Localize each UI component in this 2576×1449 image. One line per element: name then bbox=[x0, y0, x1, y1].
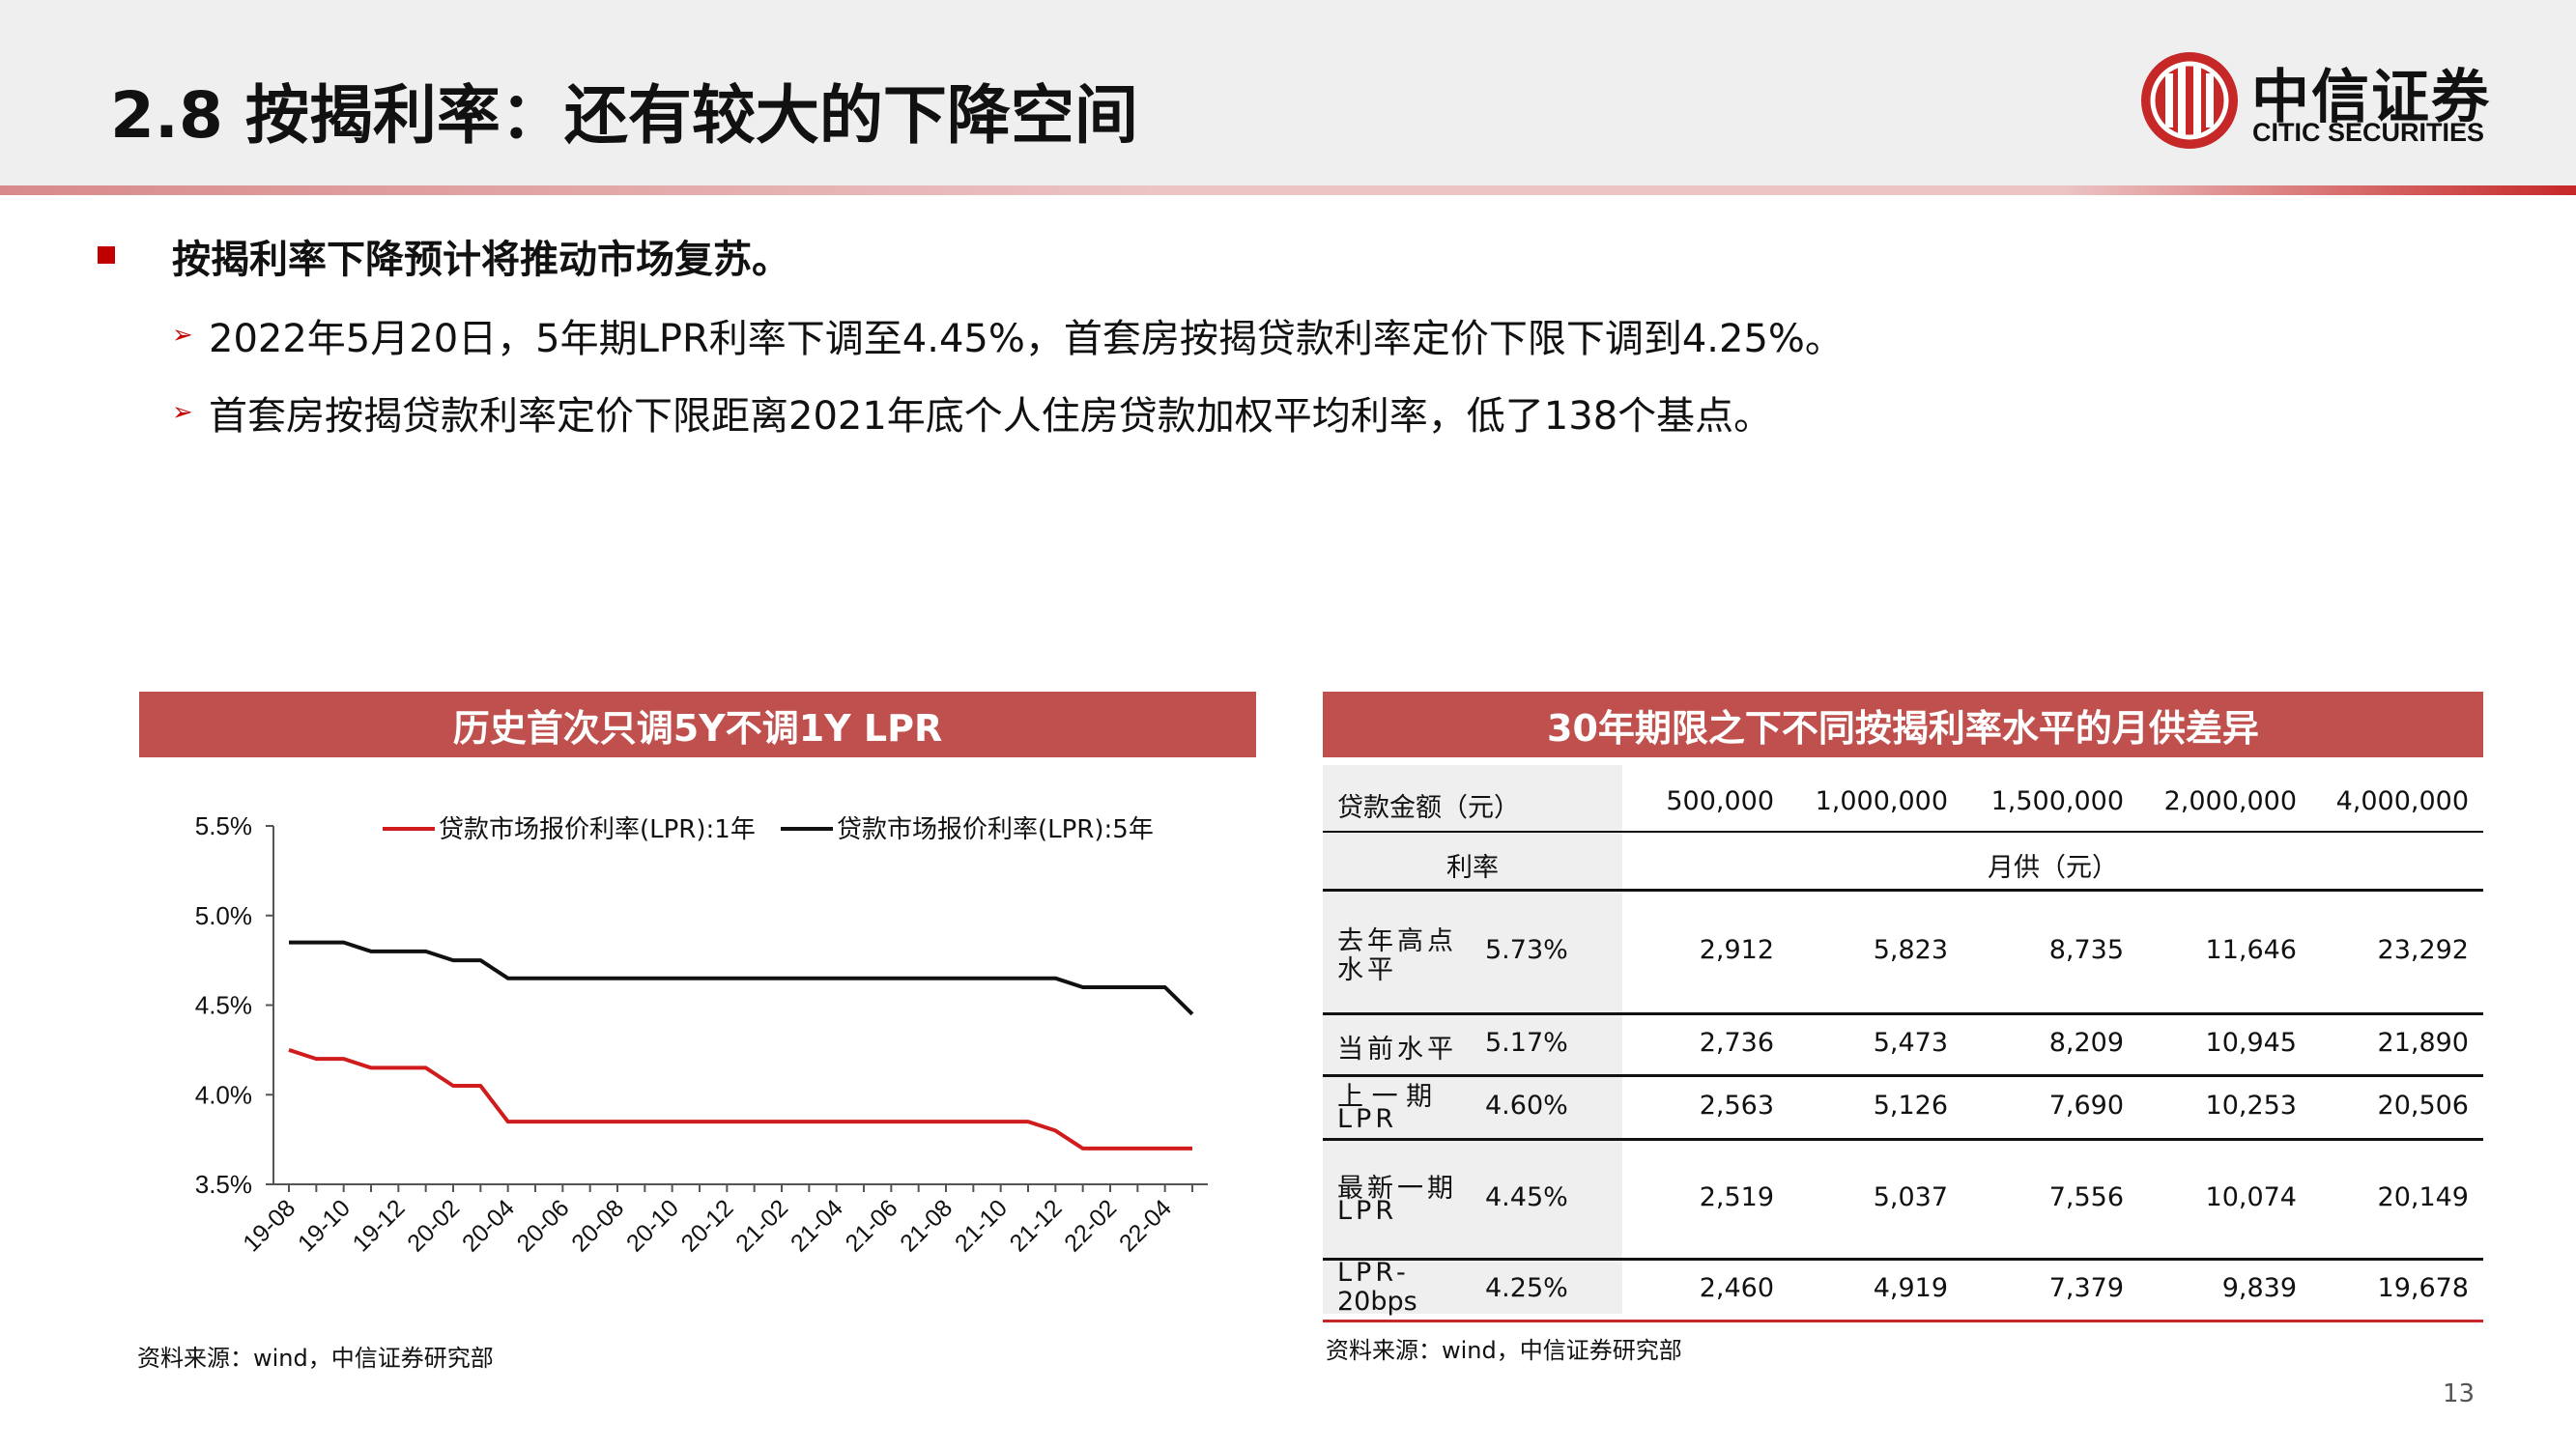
logo-text-en: CITIC SECURITIES bbox=[2252, 118, 2485, 147]
payment-value: 20,506 bbox=[2377, 1091, 2469, 1121]
slide-title: 2.8 按揭利率：还有较大的下降空间 bbox=[110, 78, 1138, 153]
payment-value: 5,126 bbox=[1873, 1091, 1948, 1121]
payment-value: 7,690 bbox=[2048, 1091, 2124, 1121]
table-label-column-bg bbox=[1323, 765, 1622, 1314]
arrow-bullet-icon: ➢ bbox=[172, 398, 193, 427]
table-panel-header: 30年期限之下不同按揭利率水平的月供差异 bbox=[1323, 692, 2483, 757]
x-tick-label: 22-02 bbox=[1059, 1194, 1122, 1257]
lpr-line-chart: 3.5% 4.0% 4.5% 5.0% 5.5% 19-0819-1019-1220-02… bbox=[195, 811, 1208, 1257]
amount-header: 2,000,000 bbox=[2163, 786, 2297, 816]
x-tick-label: 19-08 bbox=[238, 1194, 301, 1257]
table-rule bbox=[1323, 1258, 2483, 1261]
table-rule bbox=[1323, 831, 2483, 833]
row-name: 最新一期 bbox=[1337, 1174, 1457, 1204]
row-rate: 4.60% bbox=[1485, 1091, 1568, 1121]
payment-value: 19,678 bbox=[2377, 1273, 2469, 1303]
sub-bullet-1: 2022年5月20日，5年期LPR利率下调至4.45%，首套房按揭贷款利率定价下… bbox=[209, 317, 1844, 361]
table-source-note: 资料来源：wind，中信证券研究部 bbox=[1326, 1337, 1682, 1364]
x-tick-label: 21-12 bbox=[1005, 1194, 1068, 1257]
bullet-square-icon bbox=[98, 246, 115, 264]
payment-value: 10,074 bbox=[2205, 1182, 2297, 1212]
legend-label: 贷款市场报价利率(LPR):5年 bbox=[837, 815, 1154, 844]
x-tick-label: 21-02 bbox=[730, 1194, 793, 1257]
payment-value: 5,037 bbox=[1873, 1182, 1948, 1212]
x-tick-label: 20-02 bbox=[402, 1194, 465, 1257]
row-name: 去年高点 bbox=[1337, 926, 1457, 956]
payment-value: 23,292 bbox=[2377, 935, 2469, 965]
chart-source-note: 资料来源：wind，中信证券研究部 bbox=[137, 1345, 494, 1372]
payment-value: 10,945 bbox=[2205, 1028, 2297, 1058]
x-tick-label: 22-04 bbox=[1114, 1194, 1177, 1257]
payment-value: 2,519 bbox=[1699, 1182, 1774, 1212]
payment-value: 11,646 bbox=[2205, 935, 2297, 965]
x-tick-label: 20-10 bbox=[621, 1194, 684, 1257]
legend-label: 贷款市场报价利率(LPR):1年 bbox=[439, 815, 756, 844]
payment-value: 7,379 bbox=[2048, 1273, 2124, 1303]
row-rate: 5.73% bbox=[1485, 935, 1568, 965]
mortgage-payment-table: 贷款金额（元） 500,000 1,000,000 1,500,000 2,000,00… bbox=[1323, 765, 2483, 1323]
x-tick-label: 21-10 bbox=[950, 1194, 1013, 1257]
row-name: LPR bbox=[1337, 1104, 1398, 1134]
sub-bullet-2: 首套房按揭贷款利率定价下限距离2021年底个人住房贷款加权平均利率，低了138个… bbox=[209, 394, 1773, 439]
row-name: 上 一 期 bbox=[1337, 1082, 1433, 1112]
row-name: LPR bbox=[1337, 1196, 1398, 1226]
x-tick-label: 21-04 bbox=[786, 1194, 848, 1257]
x-tick-label: 21-06 bbox=[841, 1194, 903, 1257]
y-tick-label: 5.0% bbox=[195, 901, 252, 930]
payment-value: 10,253 bbox=[2205, 1091, 2297, 1121]
row-name: 水平 bbox=[1337, 955, 1397, 985]
series-line-1y bbox=[288, 1047, 1192, 1151]
amount-header: 1,000,000 bbox=[1815, 786, 1948, 816]
payment-value: 20,149 bbox=[2377, 1182, 2469, 1212]
loan-amount-label: 贷款金额（元） bbox=[1337, 793, 1520, 823]
payment-value: 21,890 bbox=[2377, 1028, 2469, 1058]
amount-header: 500,000 bbox=[1666, 786, 1774, 816]
payment-label: 月供（元） bbox=[1988, 853, 2118, 883]
row-rate: 4.25% bbox=[1485, 1273, 1568, 1303]
payment-value: 2,563 bbox=[1699, 1091, 1774, 1121]
x-tick-label: 21-08 bbox=[895, 1194, 958, 1257]
amount-header: 4,000,000 bbox=[2335, 786, 2469, 816]
y-tick-label: 4.5% bbox=[195, 991, 252, 1020]
bullet-main-text: 按揭利率下降预计将推动市场复苏。 bbox=[172, 238, 790, 282]
page-number: 13 bbox=[2443, 1379, 2476, 1408]
row-name: LPR- bbox=[1337, 1258, 1410, 1288]
table-rule bbox=[1323, 1074, 2483, 1077]
series-line-5y bbox=[289, 940, 1194, 1016]
row-rate: 4.45% bbox=[1485, 1182, 1568, 1212]
payment-value: 8,209 bbox=[2048, 1028, 2124, 1058]
table-rule bbox=[1323, 1012, 2483, 1015]
y-tick-label: 3.5% bbox=[195, 1170, 252, 1199]
y-tick-label: 5.5% bbox=[195, 811, 252, 840]
amount-header: 1,500,000 bbox=[1990, 786, 2124, 816]
table-bottom-rule bbox=[1323, 1320, 2483, 1322]
payment-value: 8,735 bbox=[2048, 935, 2124, 965]
x-tick-label: 20-08 bbox=[566, 1194, 629, 1257]
logo-text-cn: 中信证券 bbox=[2251, 64, 2491, 131]
citic-logo-icon bbox=[2141, 52, 2238, 149]
arrow-bullet-icon: ➢ bbox=[172, 321, 193, 350]
x-tick-label: 20-04 bbox=[457, 1194, 520, 1257]
table-rule bbox=[1323, 1138, 2483, 1141]
payment-value: 9,839 bbox=[2221, 1273, 2297, 1303]
row-name: 20bps bbox=[1337, 1287, 1417, 1317]
payment-value: 2,736 bbox=[1699, 1028, 1774, 1058]
payment-value: 4,919 bbox=[1873, 1273, 1948, 1303]
row-name: 当前水平 bbox=[1337, 1035, 1457, 1065]
chart-panel-header: 历史首次只调5Y不调1Y LPR bbox=[139, 692, 1256, 757]
rate-label: 利率 bbox=[1446, 853, 1499, 883]
x-tick-label: 20-12 bbox=[676, 1194, 739, 1257]
payment-value: 5,473 bbox=[1873, 1028, 1948, 1058]
payment-value: 2,912 bbox=[1699, 935, 1774, 965]
payment-value: 5,823 bbox=[1873, 935, 1948, 965]
header-rule bbox=[0, 185, 2576, 195]
payment-value: 2,460 bbox=[1699, 1273, 1774, 1303]
payment-value: 7,556 bbox=[2048, 1182, 2124, 1212]
x-tick-label: 19-10 bbox=[293, 1194, 356, 1257]
table-rule bbox=[1323, 889, 2483, 892]
x-tick-label: 20-06 bbox=[512, 1194, 575, 1257]
y-tick-label: 4.0% bbox=[195, 1080, 252, 1109]
row-rate: 5.17% bbox=[1485, 1028, 1568, 1058]
x-tick-label: 19-12 bbox=[348, 1194, 411, 1257]
